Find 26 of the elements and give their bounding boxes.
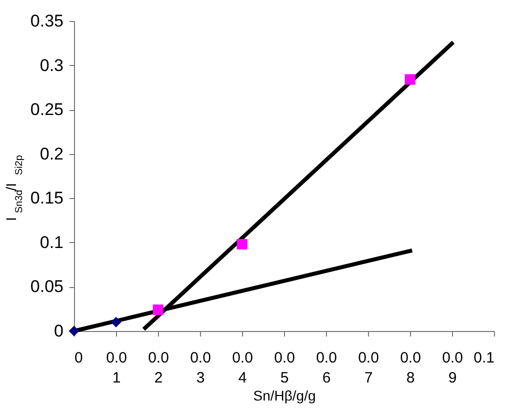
point <box>404 74 416 85</box>
point <box>110 316 122 328</box>
x-tick-label: 0.0 9 <box>442 350 463 386</box>
y-tick-label: 0.35 <box>30 12 64 30</box>
y-tick-label: 0 <box>54 322 64 340</box>
x-tick-label: 0.0 6 <box>316 350 337 386</box>
x-axis-title: Sn/Hβ/g/g <box>253 388 316 404</box>
x-tick-label: 0.0 3 <box>190 350 211 386</box>
x-tick-label: 0.0 8 <box>400 350 421 386</box>
x-tick-label: 0.1 <box>474 350 494 366</box>
point <box>152 304 164 315</box>
x-tick-label: 0.0 2 <box>148 350 169 386</box>
y-tick-label: 0.15 <box>30 188 64 208</box>
x-tick-label: 0 <box>74 350 83 366</box>
point <box>68 326 80 336</box>
y-tick-label: 0.2 <box>40 144 64 164</box>
x-tick-label: 0.0 4 <box>232 350 253 386</box>
x-tick-label: 0.0 1 <box>106 350 127 386</box>
x-tick-label: 0.0 5 <box>274 350 295 386</box>
x-tick-label: 0.0 7 <box>358 350 379 386</box>
y-tick-label: 0.1 <box>40 232 64 252</box>
y-tick-label: 0.25 <box>30 100 64 120</box>
y-tick-label: 0.05 <box>30 277 64 296</box>
y-axis-title: ISn3d/ISi2p <box>3 154 25 221</box>
point <box>236 238 248 250</box>
y-tick-label: 0.3 <box>40 56 64 75</box>
